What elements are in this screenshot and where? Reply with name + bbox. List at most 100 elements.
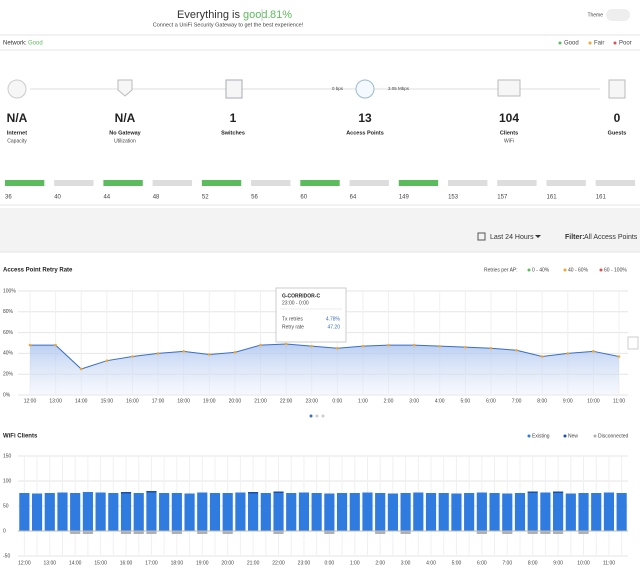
filter-bar-bg [0,208,640,252]
filter-label: Filter: [565,234,584,241]
bar [57,492,68,531]
pager-dot[interactable] [321,414,325,418]
chart-title: WiFi Clients [3,434,38,440]
filter-value[interactable]: All Access Points [584,234,638,241]
x-tick-label: 3:00 [409,398,419,404]
bar [209,493,221,531]
internet-icon [7,79,27,99]
x-tick-label: 0:00 [324,560,334,566]
point [259,343,262,347]
x-tick-label: 15:00 [101,398,114,404]
y-tick-label: -50 [3,553,10,559]
channel-label: 48 [153,195,160,201]
point [566,352,570,355]
channel-label: 44 [103,195,110,201]
bar [95,492,106,531]
x-tick-label: 1:00 [358,398,368,404]
channel-bar [595,180,636,186]
point [131,355,134,358]
legend-dot [599,268,603,272]
area [30,344,619,395]
network-status: Good [28,41,43,47]
point [617,355,621,358]
bar [476,531,487,534]
x-tick-label: 18:00 [177,398,190,404]
x-tick-label: 22:00 [280,398,293,404]
bar [171,531,182,534]
ap-icon [355,79,375,99]
legend-label: 0 - 40% [532,267,550,273]
bar [120,493,132,531]
bar [413,492,424,531]
point [489,346,493,350]
point [515,348,518,352]
subtitle: Connect a UniFi Security Gateway to get … [153,22,304,28]
scroll-right[interactable] [627,336,639,350]
bar [19,493,30,531]
stat-value: N/A [7,111,28,125]
channel-bar [300,180,340,186]
legend-dot [593,434,597,438]
bar [553,491,564,493]
point [310,344,313,348]
tooltip-time: 23:00 - 0:00 [282,300,309,306]
x-tick-label: 6:00 [486,398,496,404]
bar [108,493,119,531]
bar [527,493,538,531]
bar [70,531,81,534]
x-tick-label: 14:00 [69,560,82,566]
bar [375,493,386,531]
bar [31,493,43,531]
bar [387,493,398,531]
channel-label: 161 [547,195,558,201]
legend-dot [563,268,567,272]
chart-title: Access Point Retry Rate [3,268,73,274]
bar [349,493,360,531]
x-tick-label: 6:00 [477,560,487,566]
x-tick-label: 9:00 [553,560,563,566]
legend-dot [527,268,531,272]
bar [286,493,297,531]
bar [527,491,538,493]
bar [591,493,602,531]
legend-dot [613,41,617,45]
stat-value: 104 [499,111,519,125]
y-tick-label: 40% [3,351,14,357]
x-tick-label: 15:00 [94,560,107,566]
y-tick-label: 60% [3,330,14,336]
channel-bar [251,180,291,186]
bar [260,493,271,531]
legend-label: Existing [532,433,550,439]
stat-value: 1 [230,111,237,125]
x-tick-label: 10:00 [587,398,600,404]
bar [336,493,348,531]
bar [489,493,500,531]
bar [273,491,284,493]
bar [375,531,386,534]
pager-dot[interactable] [309,414,313,418]
x-tick-label: 16:00 [120,560,133,566]
bar [133,531,144,534]
x-tick-label: 14:00 [75,398,88,404]
x-tick-label: 11:00 [603,560,615,566]
range-select[interactable]: Last 24 Hours [490,234,534,241]
legend-dot [563,434,567,438]
x-tick-label: 2:00 [375,560,385,566]
channel-bar [497,180,537,186]
channel-label: 157 [497,195,508,201]
stat-label: Internet [7,130,27,136]
pager-dot[interactable] [315,414,319,418]
bar [565,493,576,531]
bar [527,531,538,534]
x-tick-label: 21:00 [247,560,260,566]
channel-label: 161 [596,195,607,201]
theme-toggle[interactable] [606,9,630,21]
bar [502,493,513,531]
stat-label: Guests [608,130,627,136]
calendar-icon [477,232,486,241]
x-tick-label: 1:00 [350,560,360,566]
channel-label: 40 [54,195,61,201]
x-tick-label: 19:00 [203,398,216,404]
point [207,353,211,356]
bar [553,531,564,534]
